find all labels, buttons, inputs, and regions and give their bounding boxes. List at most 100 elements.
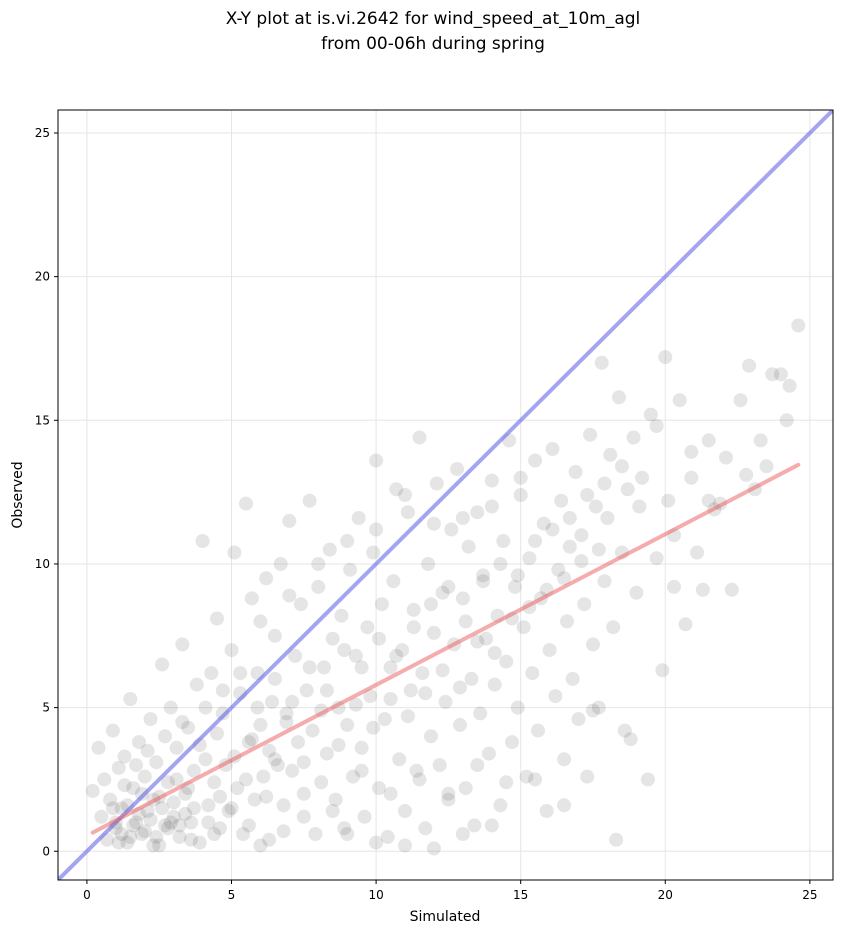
- data-point: [493, 557, 508, 571]
- data-point: [253, 614, 268, 629]
- data-point: [782, 378, 797, 393]
- data-point: [591, 700, 606, 715]
- data-point: [386, 574, 401, 589]
- data-point: [169, 772, 184, 787]
- data-point: [753, 433, 768, 448]
- plot-frame: [57, 109, 834, 881]
- data-point: [574, 528, 589, 543]
- data-point: [372, 781, 386, 796]
- data-point: [186, 801, 201, 816]
- data-point: [334, 608, 349, 623]
- data-point: [580, 488, 595, 502]
- data-point: [259, 789, 274, 804]
- data-point: [635, 470, 650, 485]
- data-point: [184, 815, 198, 830]
- data-point: [496, 534, 511, 548]
- data-point: [172, 818, 187, 833]
- data-point: [507, 579, 522, 594]
- data-point: [288, 648, 303, 663]
- data-point: [528, 534, 543, 548]
- data-point: [519, 769, 534, 784]
- data-point: [166, 809, 181, 824]
- data-point: [586, 637, 600, 652]
- data-point: [224, 643, 239, 658]
- data-point: [348, 648, 363, 663]
- data-point: [773, 367, 788, 382]
- data-point: [522, 551, 537, 566]
- data-point: [441, 786, 456, 801]
- data-point: [484, 499, 499, 514]
- data-point: [554, 493, 569, 508]
- data-point: [265, 694, 279, 709]
- data-point: [262, 743, 277, 758]
- data-point: [291, 735, 305, 750]
- data-point: [212, 789, 227, 804]
- data-point: [614, 459, 629, 474]
- data-point: [403, 683, 418, 698]
- data-points: [85, 318, 806, 856]
- data-point: [383, 660, 398, 675]
- data-point: [510, 700, 525, 715]
- data-point: [545, 522, 560, 537]
- data-point: [580, 769, 595, 784]
- data-point: [137, 824, 152, 839]
- y-tick-label-0: 0: [42, 844, 50, 858]
- data-point: [305, 723, 320, 738]
- data-point: [343, 562, 358, 577]
- data-point: [516, 620, 531, 635]
- data-point: [591, 542, 606, 557]
- data-point: [340, 717, 355, 732]
- data-point: [389, 648, 404, 663]
- data-point: [510, 568, 525, 583]
- data-point: [97, 772, 112, 787]
- data-point: [140, 743, 155, 758]
- data-point: [369, 835, 384, 850]
- data-point: [163, 815, 178, 830]
- data-point: [513, 470, 528, 485]
- data-point: [568, 465, 583, 479]
- y-tick-label-1: 5: [42, 701, 50, 715]
- data-point: [236, 827, 251, 841]
- data-point: [655, 663, 670, 678]
- data-point: [571, 712, 586, 727]
- data-point: [461, 539, 476, 554]
- data-point: [160, 821, 175, 836]
- data-point: [152, 838, 167, 853]
- data-point: [739, 467, 754, 482]
- data-point: [256, 769, 271, 784]
- data-point: [244, 732, 259, 747]
- data-point: [169, 740, 184, 755]
- data-point: [172, 829, 187, 844]
- data-point: [424, 597, 438, 612]
- data-point: [244, 591, 259, 606]
- data-point: [160, 775, 175, 790]
- data-point: [241, 735, 256, 750]
- data-point: [285, 763, 300, 778]
- data-point: [267, 628, 282, 643]
- data-point: [528, 453, 543, 468]
- data-point: [470, 758, 485, 773]
- data-point: [426, 841, 441, 856]
- data-point: [586, 703, 600, 718]
- fit-line: [90, 462, 801, 835]
- data-point: [262, 832, 277, 847]
- data-point: [426, 625, 441, 640]
- data-point: [400, 709, 415, 724]
- data-point: [560, 614, 574, 629]
- data-point: [279, 706, 294, 721]
- data-point: [276, 798, 291, 813]
- data-point: [557, 571, 572, 586]
- data-point: [143, 712, 158, 727]
- data-point: [377, 712, 392, 727]
- data-point: [282, 513, 297, 528]
- data-point: [551, 562, 566, 577]
- data-point: [536, 516, 551, 531]
- data-point: [435, 585, 450, 600]
- data-point: [354, 660, 369, 675]
- data-point: [129, 758, 144, 773]
- data-point: [253, 717, 268, 732]
- data-point: [317, 660, 331, 675]
- data-point: [412, 772, 427, 787]
- data-point: [528, 772, 543, 787]
- grid-lines: [58, 110, 833, 880]
